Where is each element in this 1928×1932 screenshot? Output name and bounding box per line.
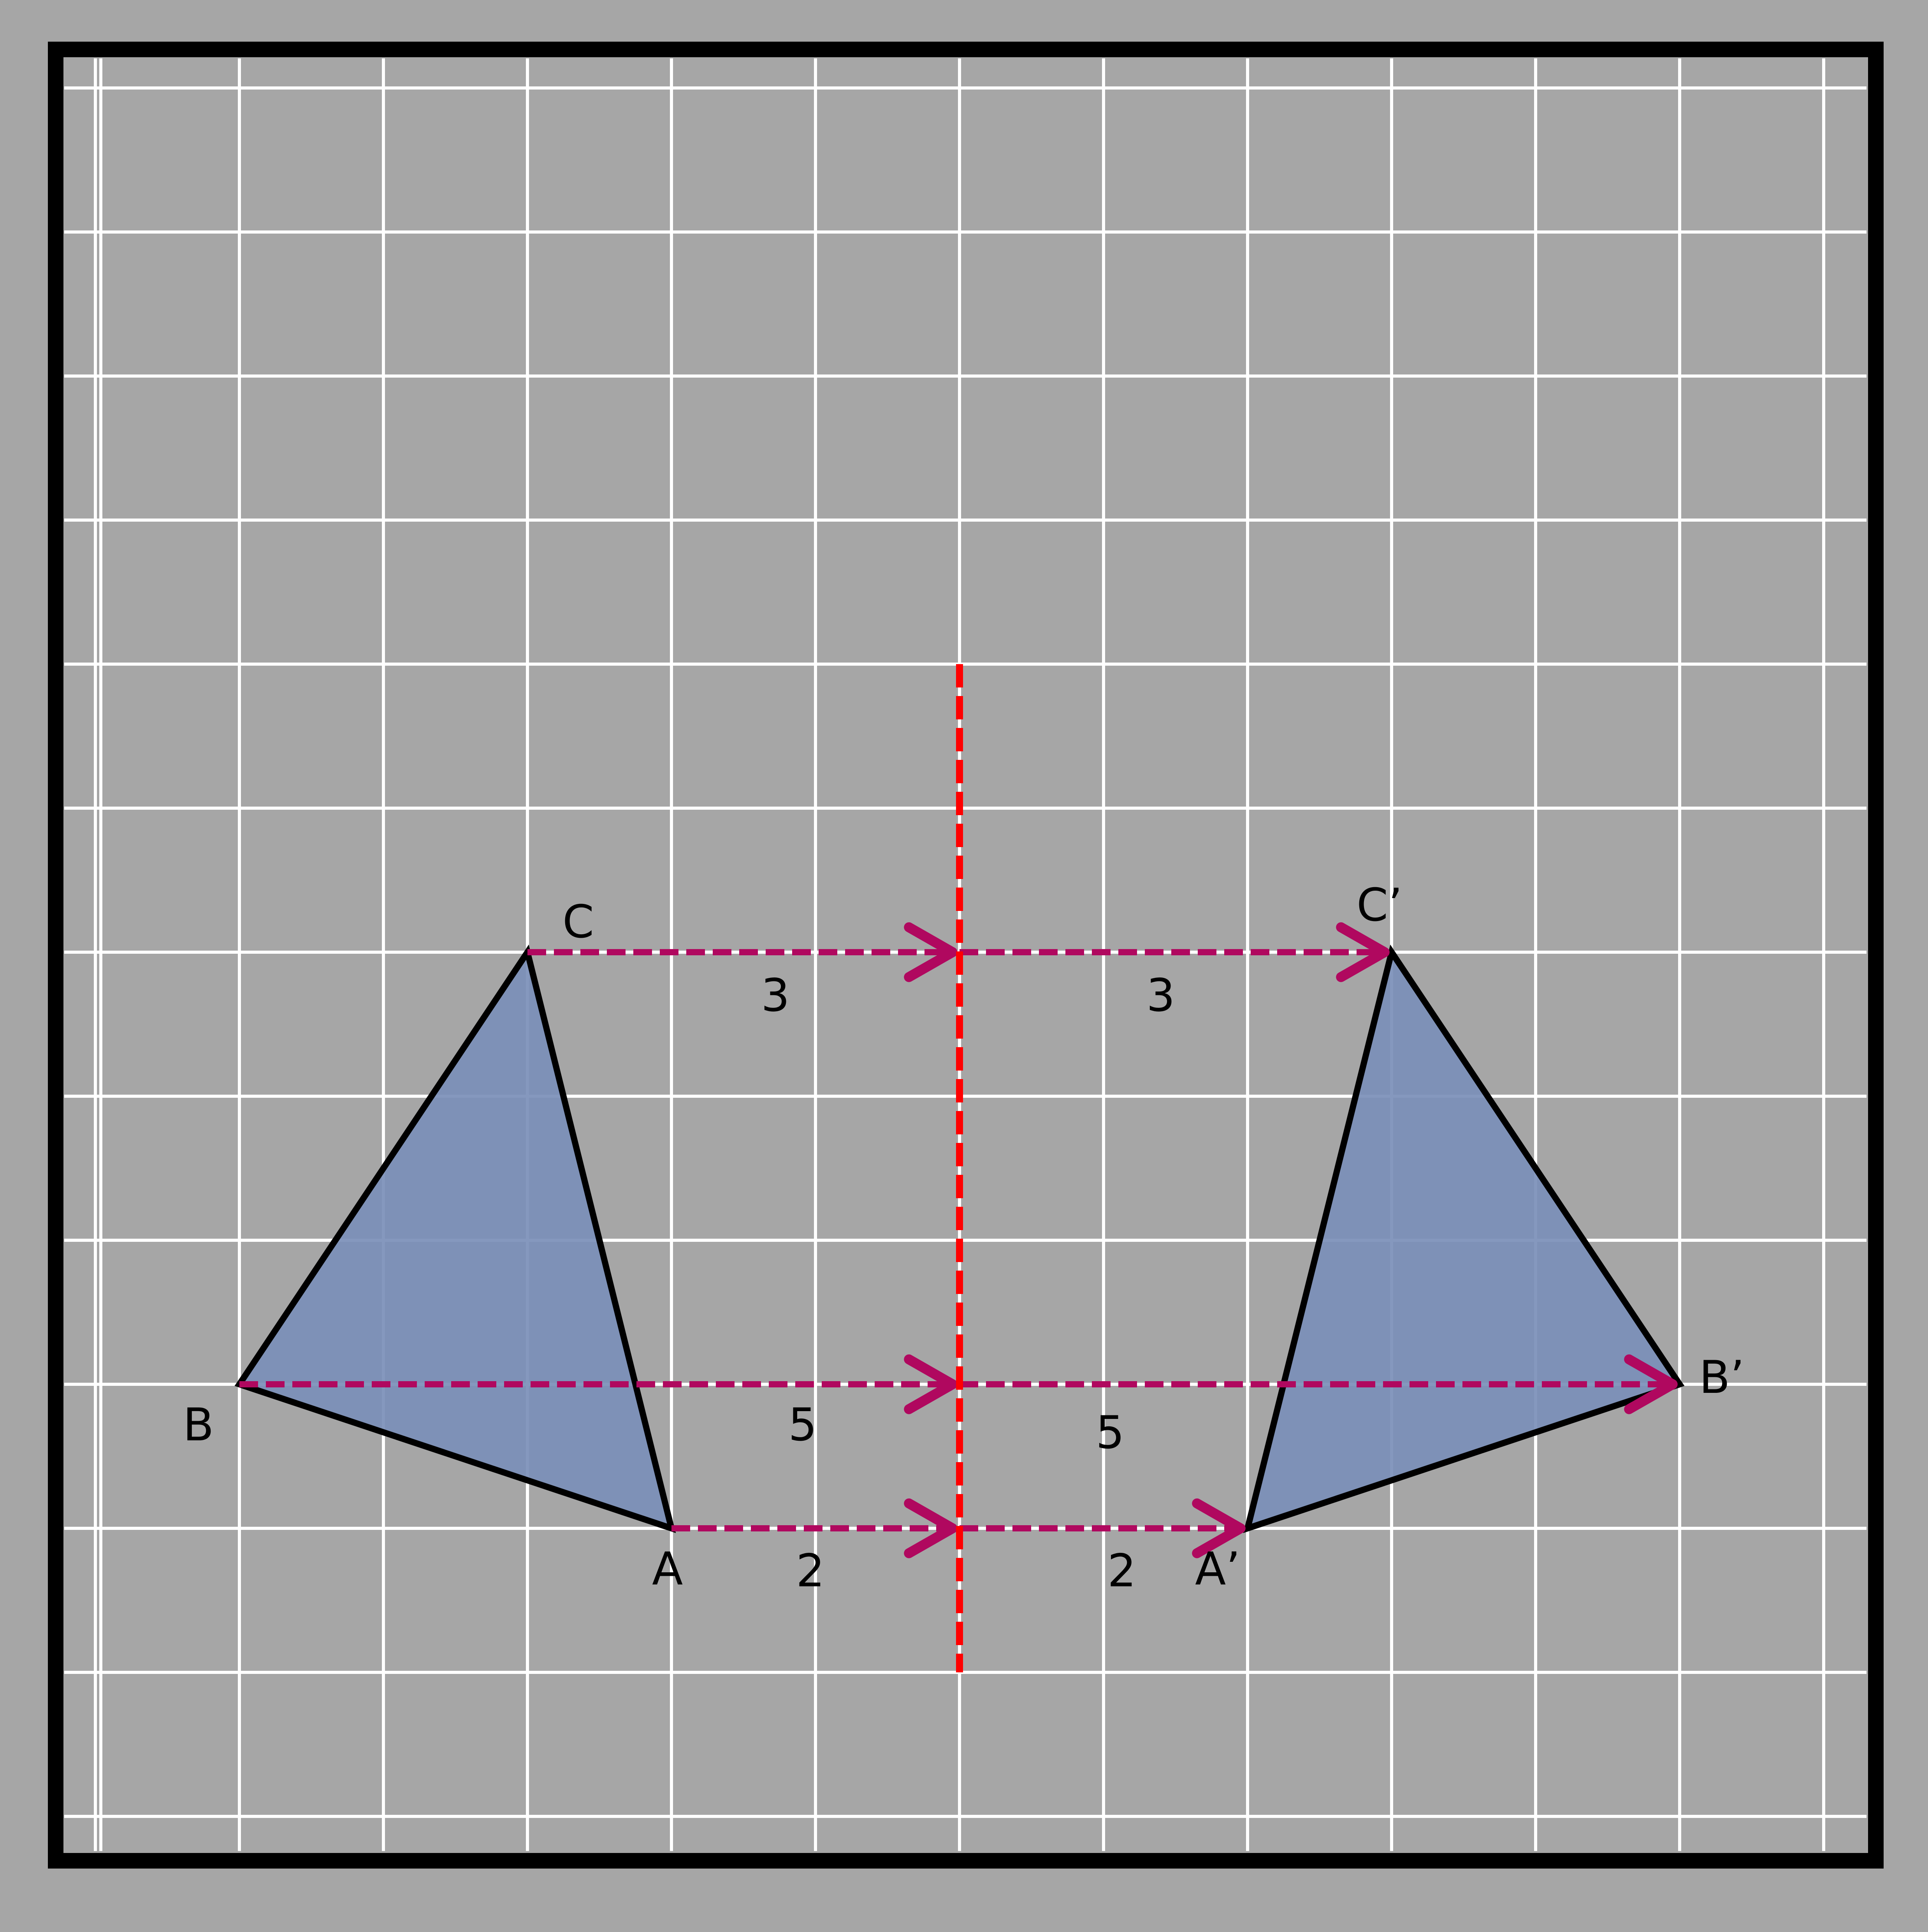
distance-arrows: [239, 922, 1678, 1558]
distance-label-c-right: 3: [1146, 969, 1175, 1022]
distance-label-c-left: 3: [761, 969, 790, 1022]
distance-label-b-right: 5: [1096, 1406, 1125, 1459]
distance-label-a-left: 2: [796, 1545, 825, 1597]
vertex-label-c: C: [562, 896, 594, 948]
vertex-label-a: A: [652, 1543, 683, 1595]
vertex-label-c-prime: C’: [1357, 879, 1403, 932]
distance-label-a-right: 2: [1107, 1545, 1136, 1597]
distance-label-b-left: 5: [788, 1399, 817, 1451]
vertex-label-a-prime: A’: [1195, 1543, 1240, 1595]
frame-border: [48, 42, 1884, 1869]
vertex-label-b: B: [183, 1399, 214, 1451]
vertex-label-b-prime: B’: [1699, 1351, 1744, 1404]
